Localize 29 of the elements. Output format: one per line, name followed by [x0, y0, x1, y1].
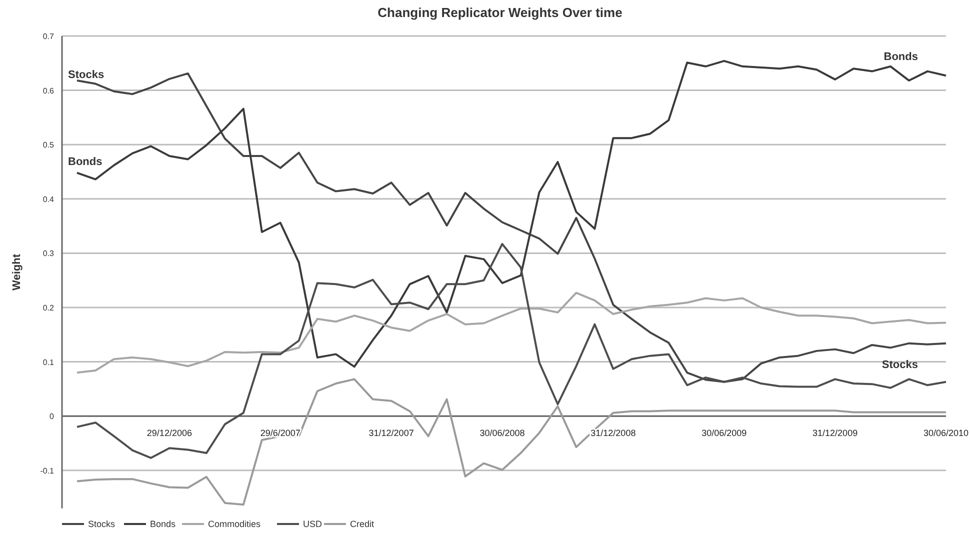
legend-label: Credit: [350, 519, 375, 529]
y-axis-title: Weight: [11, 254, 23, 290]
annotation: Stocks: [68, 69, 104, 81]
y-tick-label: 0.1: [42, 358, 55, 367]
x-tick-label: 30/06/2009: [702, 428, 747, 438]
y-tick-label: 0: [50, 412, 55, 422]
x-tick-label: 30/06/2010: [923, 428, 969, 438]
y-tick-label: 0.4: [42, 194, 55, 204]
x-tick-label: 29/6/2007: [260, 428, 300, 438]
legend-label: Bonds: [150, 519, 176, 529]
x-tick-label: 31/12/2008: [590, 428, 636, 438]
annotation: Bonds: [884, 51, 918, 63]
x-tick-label: 30/06/2008: [480, 428, 525, 438]
x-tick-label: 31/12/2009: [812, 428, 858, 438]
annotation: Stocks: [882, 359, 918, 371]
y-tick-label: 0.3: [42, 249, 55, 258]
y-tick-label: 0.5: [42, 140, 55, 150]
legend-label: Commodities: [208, 519, 262, 529]
y-tick-label: -0.1: [40, 466, 55, 476]
y-tick-label: 0.2: [42, 304, 55, 312]
x-tick-label: 29/12/2006: [146, 428, 192, 438]
annotation: Bonds: [68, 156, 102, 168]
y-tick-label: 0.7: [42, 32, 55, 41]
legend-label: Stocks: [88, 519, 116, 529]
y-tick-label: 0.6: [42, 86, 55, 96]
x-tick-label: 31/12/2007: [368, 428, 414, 438]
legend-label: USD: [303, 519, 322, 529]
line-series: [76, 292, 947, 374]
chart-title: Changing Replicator Weights Over time: [378, 5, 622, 20]
